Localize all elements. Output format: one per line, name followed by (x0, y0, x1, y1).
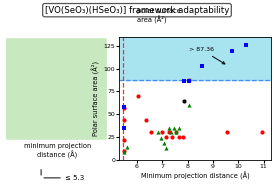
Point (122, 118, 126, 121)
Text: polar surface
area (Å²): polar surface area (Å²) (137, 8, 181, 24)
Point (187, 78, 191, 81)
Point (176, 136, 181, 139)
Point (230, 49, 234, 52)
Bar (119, 37, 271, 80)
Point (187, 104, 191, 107)
Text: > 87.36: > 87.36 (189, 47, 225, 64)
Point (182, 79, 186, 82)
Point (225, 131, 229, 134)
Point (149, 131, 153, 134)
Point (164, 136, 168, 139)
Point (174, 131, 178, 134)
Y-axis label: Polar surface area (Å²): Polar surface area (Å²) (92, 61, 101, 136)
Point (180, 136, 185, 139)
Point (169, 131, 173, 134)
Point (159, 136, 163, 139)
Point (122, 105, 126, 108)
Point (164, 146, 168, 149)
Point (176, 126, 181, 129)
Text: ≤ 5.3: ≤ 5.3 (65, 175, 84, 181)
Point (136, 94, 140, 98)
Point (260, 131, 265, 134)
Point (122, 151, 126, 154)
Point (174, 131, 178, 134)
X-axis label: Minimum projection distance (Å): Minimum projection distance (Å) (141, 172, 250, 180)
Point (125, 146, 129, 149)
FancyBboxPatch shape (6, 38, 107, 140)
Point (161, 142, 166, 145)
Text: minimum projection
distance (Å): minimum projection distance (Å) (24, 143, 91, 159)
Point (122, 138, 126, 141)
Point (144, 118, 148, 121)
Point (122, 149, 126, 152)
Point (187, 79, 191, 82)
Point (166, 131, 171, 134)
Point (199, 64, 204, 67)
Point (182, 100, 186, 103)
Point (122, 126, 126, 129)
Point (122, 106, 126, 109)
Point (170, 136, 175, 139)
Point (156, 131, 161, 134)
Point (160, 131, 164, 134)
Point (166, 126, 171, 129)
Point (244, 43, 248, 46)
Point (172, 126, 176, 129)
Text: [VO(SeO₃)(HSeO₃)] framework adaptability: [VO(SeO₃)(HSeO₃)] framework adaptability (45, 6, 229, 15)
